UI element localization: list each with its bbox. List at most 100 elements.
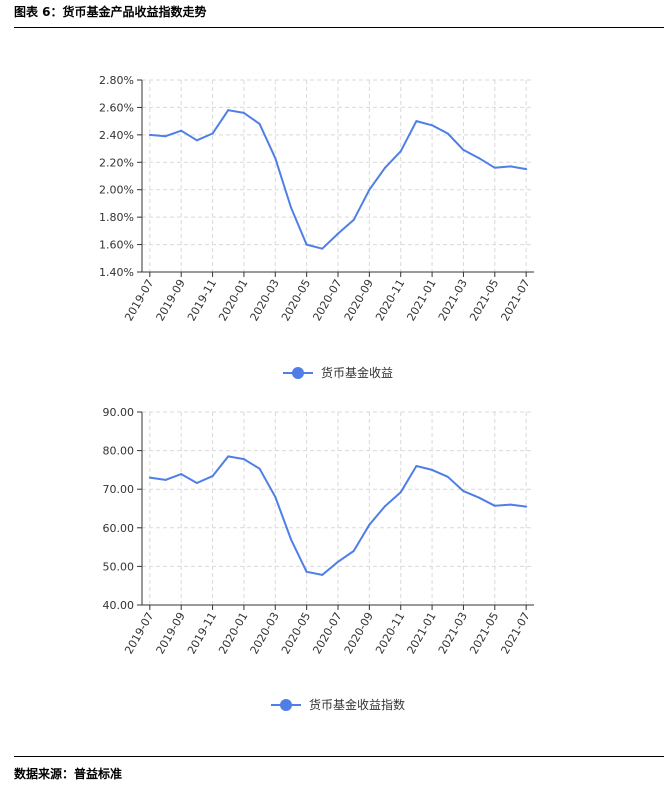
y-tick-label: 90.00 [103,406,135,419]
x-tick-label: 2021-07 [499,610,533,656]
data-point [399,491,402,494]
x-tick-label: 2020-09 [342,610,376,656]
data-point [509,165,512,168]
x-tick-label: 2019-09 [154,277,188,323]
x-tick-label: 2021-03 [436,610,470,656]
y-tick-label: 1.80% [99,211,134,224]
x-tick-label: 2021-05 [467,610,501,656]
data-point [148,476,151,479]
data-point [258,122,261,125]
legend-marker [279,699,292,711]
data-point [352,549,355,552]
y-tick-label: 2.40% [99,129,134,142]
y-tick-label: 2.80% [99,74,134,87]
data-point [195,139,198,142]
index-line-chart: 40.0050.0060.0070.0080.0090.002019-07201… [103,406,534,712]
data-point [415,465,418,468]
data-point [493,166,496,169]
data-point [321,247,324,250]
x-tick-label: 2020-01 [216,277,250,323]
data-point [321,573,324,576]
data-point [478,496,481,499]
y-tick-label: 50.00 [103,560,135,573]
x-tick-label: 2019-11 [185,277,219,323]
data-point [462,148,465,151]
data-point [493,504,496,507]
data-point [431,468,434,471]
legend-label: 货币基金收益指数 [309,697,405,712]
x-tick-label: 2020-07 [310,610,344,656]
legend: 货币基金收益 [282,365,393,380]
data-point [195,482,198,485]
data-point [462,490,465,493]
data-point [148,133,151,136]
data-point [368,188,371,191]
data-point [446,475,449,478]
data-point [211,475,214,478]
x-tick-label: 2020-03 [248,610,282,656]
data-point [227,109,230,112]
data-point [289,206,292,209]
data-point [274,157,277,160]
data-point [305,243,308,246]
data-source-note: 数据来源：普益标准 [14,767,123,781]
y-tick-label: 1.40% [99,266,134,279]
x-tick-label: 2020-11 [373,610,407,656]
data-point [305,570,308,573]
y-tick-label: 40.00 [103,599,135,612]
bottom-rule [14,756,664,757]
x-tick-label: 2019-07 [122,277,156,323]
data-point [384,505,387,508]
data-point [478,157,481,160]
series-line [149,455,527,576]
data-point [227,455,230,458]
y-tick-label: 70.00 [103,483,135,496]
legend-label: 货币基金收益 [321,365,393,380]
data-point [242,458,245,461]
x-tick-label: 2021-01 [404,277,438,323]
data-point [399,150,402,153]
data-point [180,473,183,476]
y-tick-label: 60.00 [103,522,135,535]
x-tick-label: 2021-05 [467,277,501,323]
yield-line-chart: 1.40% 1.60% 1.80% 2.00% 2.20% 2.40% 2.60% 2.80%… [99,74,534,380]
data-point [446,132,449,135]
y-tick-label: 2.60% [99,101,134,114]
y-tick-label: 2.20% [99,156,134,169]
top-rule [14,27,664,28]
data-point [274,495,277,498]
y-tick-label: 80.00 [103,445,135,458]
x-tick-label: 2020-05 [279,277,313,323]
data-point [180,129,183,132]
y-tick-label: 2.00% [99,184,134,197]
x-tick-label: 2019-07 [122,610,156,656]
data-point [368,523,371,526]
x-tick-label: 2021-01 [404,610,438,656]
data-point [525,168,528,171]
x-tick-label: 2021-07 [499,277,533,323]
y-tick-label: 1.60% [99,239,134,252]
data-point [164,135,167,138]
data-point [164,478,167,481]
x-tick-label: 2019-11 [185,610,219,656]
data-point [211,132,214,135]
legend-marker [291,367,304,379]
data-point [384,166,387,169]
data-point [289,538,292,541]
data-point [525,505,528,508]
figure-title: 图表 6：货币基金产品收益指数走势 [14,5,207,19]
x-tick-label: 2020-07 [310,277,344,323]
x-tick-label: 2020-05 [279,610,313,656]
data-point [415,120,418,123]
legend: 货币基金收益指数 [270,697,405,712]
x-tick-label: 2020-01 [216,610,250,656]
x-tick-label: 2020-09 [342,277,376,323]
x-tick-label: 2020-11 [373,277,407,323]
data-point [242,111,245,114]
x-tick-label: 2019-09 [154,610,188,656]
data-point [337,560,339,563]
x-tick-label: 2020-03 [248,277,282,323]
data-point [258,467,261,470]
data-point [337,232,339,235]
x-tick-label: 2021-03 [436,277,470,323]
